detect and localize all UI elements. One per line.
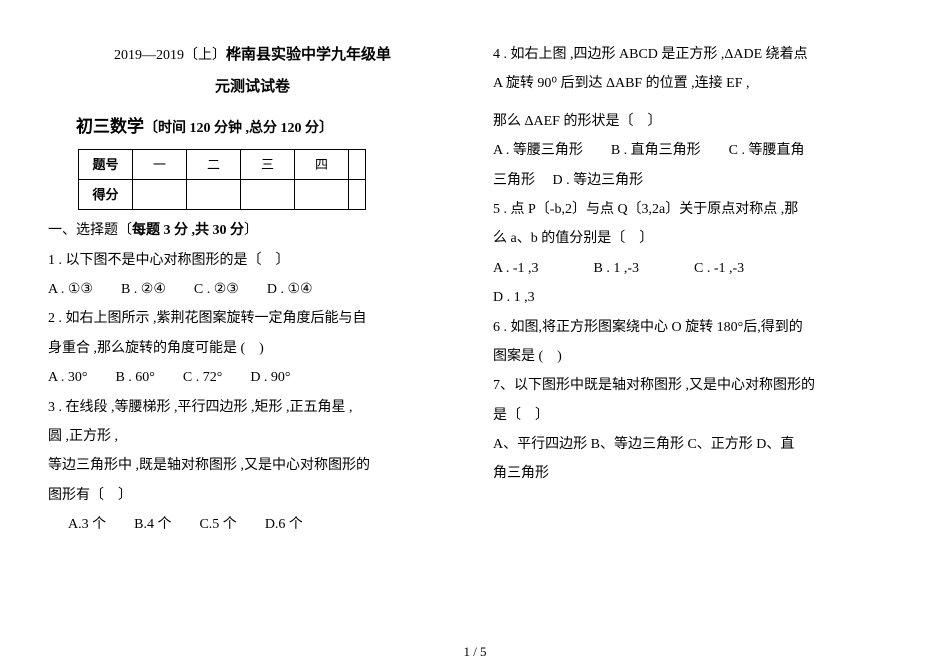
q3-c: 等边三角形中 ,既是轴对称图形 ,又是中心对称图形的 [48,451,457,480]
sec-b: 每题 3 分 ,共 30 分 [132,223,244,238]
q3-options: A.3 个 B.4 个 C.5 个 D.6 个 [48,510,457,539]
q3-a: 3 . 在线段 ,等腰梯形 ,平行四边形 ,矩形 ,正五角星 , [48,393,457,422]
opt: D . ①④ [267,275,313,304]
title-prefix: 2019—2019〔上〕 [114,48,226,63]
subtitle: 初三数学〔时间 120 分钟 ,总分 120 分〕 [48,109,457,145]
q5-b: 么 a、b 的值分别是〔 〕 [493,224,902,253]
q7-b: 是〔 〕 [493,401,902,430]
q5-d: D . 1 ,3 [493,283,902,312]
subtitle-tail: 〔时间 120 分钟 ,总分 120 分〕 [144,121,333,136]
opt: A . -1 ,3 [493,254,539,283]
opt: C.5 个 [199,510,236,539]
q4-b: A 旋转 90⁰ 后到达 ΔABF 的位置 ,连接 EF , [493,69,902,98]
subtitle-pre: 初三数学 [76,117,144,136]
q2-b: 身重合 ,那么旋转的角度可能是 ( ) [48,334,457,363]
opt: B . ②④ [121,275,166,304]
th: 四 [295,149,349,179]
th: 二 [187,149,241,179]
q6-a: 6 . 如图,将正方形图案绕中心 O 旋转 180°后,得到的 [493,313,902,342]
q2-options: A . 30° B . 60° C . 72° D . 90° [48,363,457,392]
title-bold-1: 桦南县实验中学九年级单 [226,47,391,63]
page-root: 2019—2019〔上〕桦南县实验中学九年级单 元测试试卷 初三数学〔时间 12… [0,0,950,630]
th: 一 [133,149,187,179]
q7-d: 角三角形 [493,459,902,488]
opt: D . 90° [250,363,290,392]
td [187,179,241,209]
td [241,179,295,209]
q5-options: A . -1 ,3 B . 1 ,-3 C . -1 ,-3 [493,254,902,283]
th [349,149,366,179]
td [295,179,349,209]
table-row: 得分 [79,179,366,209]
left-column: 2019—2019〔上〕桦南县实验中学九年级单 元测试试卷 初三数学〔时间 12… [30,40,475,610]
q5-a: 5 . 点 P〔-b,2〕与点 Q〔3,2a〕关于原点对称点 ,那 [493,195,902,224]
q4-a: 4 . 如右上图 ,四边形 ABCD 是正方形 ,ΔADE 绕着点 [493,40,902,69]
section-1-heading: 一、选择题〔每题 3 分 ,共 30 分〕 [48,216,457,245]
opt: D.6 个 [265,510,303,539]
opt: B.4 个 [134,510,171,539]
td-label: 得分 [79,179,133,209]
opt: C . -1 ,-3 [694,254,744,283]
sec-a: 一、选择题〔 [48,223,132,238]
title-line-1: 2019—2019〔上〕桦南县实验中学九年级单 [48,40,457,72]
opt: C . ②③ [194,275,239,304]
q1-options: A . ①③ B . ②④ C . ②③ D . ①④ [48,275,457,304]
th: 三 [241,149,295,179]
q3-b: 圆 ,正方形 , [48,422,457,451]
q6-b: 图案是 ( ) [493,342,902,371]
title-line-2: 元测试试卷 [48,72,457,104]
opt: A.3 个 [68,510,106,539]
title-bold-2: 元测试试卷 [215,79,290,95]
page-number: 1 / 5 [0,644,950,660]
opt: B . 1 ,-3 [594,254,640,283]
opt: C . 72° [183,363,222,392]
opt: B . 60° [115,363,154,392]
q7-c: A、平行四边形 B、等边三角形 C、正方形 D、直 [493,430,902,459]
opt: A . ①③ [48,275,93,304]
th-label: 题号 [79,149,133,179]
q4-c: 那么 ΔAEF 的形状是〔 〕 [493,107,902,136]
q2-a: 2 . 如右上图所示 ,紫荆花图案旋转一定角度后能与自 [48,304,457,333]
q4-d: A . 等腰三角形 B . 直角三角形 C . 等腰直角 [493,136,902,165]
opt: A . 30° [48,363,87,392]
sec-c: 〕 [244,223,258,238]
score-table: 题号 一 二 三 四 得分 [78,149,366,211]
td [133,179,187,209]
table-row: 题号 一 二 三 四 [79,149,366,179]
q4-e: 三角形 D . 等边三角形 [493,166,902,195]
q7-a: 7、以下图形中既是轴对称图形 ,又是中心对称图形的 [493,371,902,400]
q3-d: 图形有〔 〕 [48,481,457,510]
td [349,179,366,209]
q1: 1 . 以下图不是中心对称图形的是〔 〕 [48,246,457,275]
right-column: 4 . 如右上图 ,四边形 ABCD 是正方形 ,ΔADE 绕着点 A 旋转 9… [475,40,920,610]
